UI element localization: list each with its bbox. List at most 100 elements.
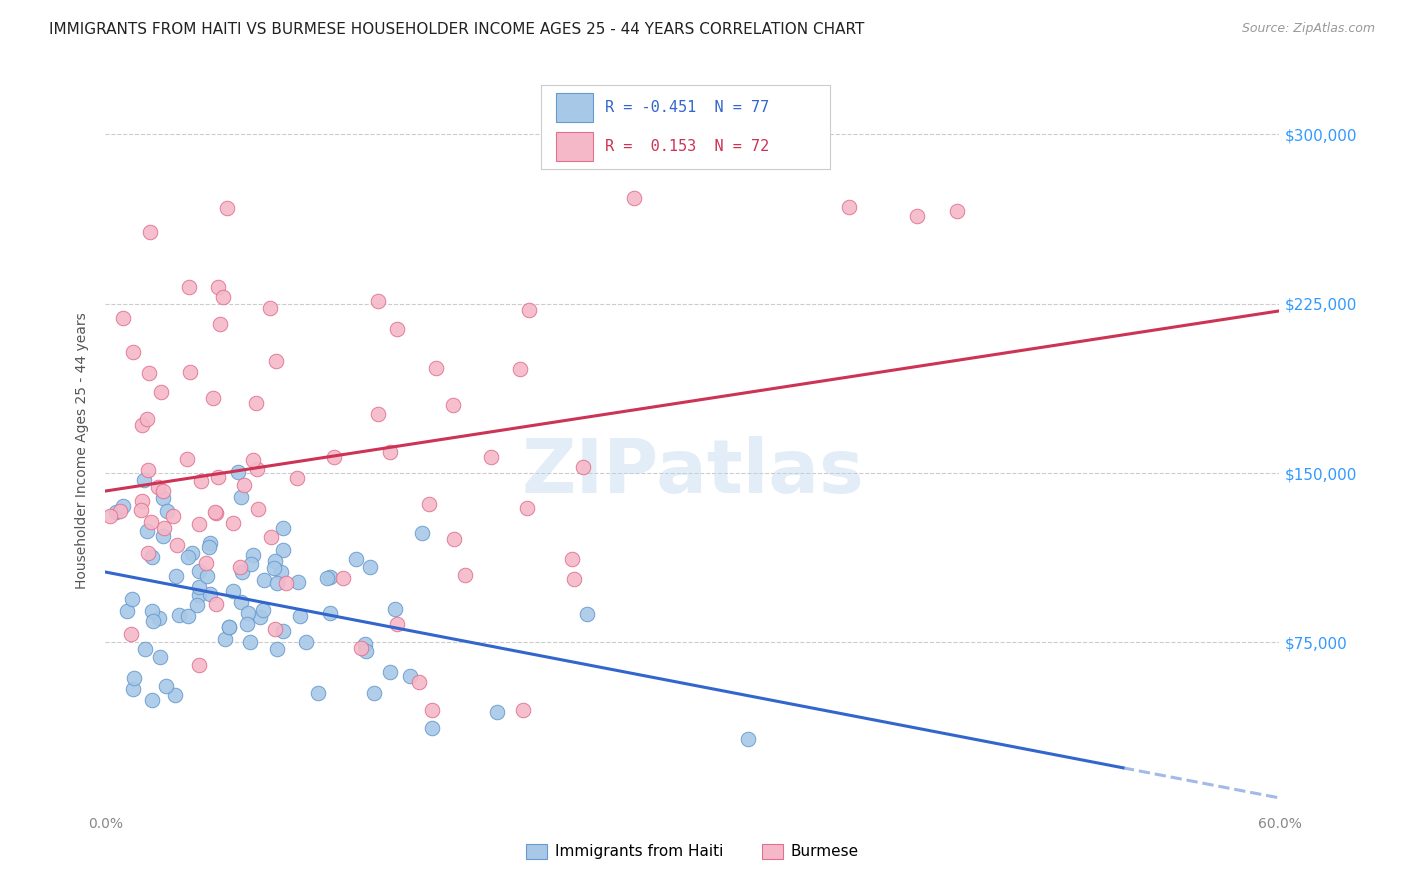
Point: [737, 731, 759, 746]
Point: [195, 556, 218, 570]
Y-axis label: Householder Income Ages 25 - 44 years: Householder Income Ages 25 - 44 years: [76, 312, 90, 589]
Point: [146, 480, 169, 494]
Point: [188, 657, 211, 672]
Point: [129, 503, 152, 517]
Point: [186, 598, 208, 612]
Point: [322, 450, 344, 464]
Point: [318, 607, 340, 621]
Point: [252, 603, 274, 617]
Point: [187, 588, 209, 602]
Point: [350, 641, 373, 656]
Point: [136, 524, 159, 538]
Point: [165, 688, 187, 702]
Point: [443, 532, 465, 546]
Point: [115, 604, 138, 618]
Point: [121, 592, 143, 607]
Point: [411, 526, 433, 541]
Point: [246, 502, 269, 516]
Point: [167, 607, 190, 622]
Point: [385, 616, 408, 631]
Point: [198, 540, 221, 554]
Point: [198, 586, 221, 600]
Point: [132, 473, 155, 487]
Point: [149, 385, 172, 400]
Point: [418, 498, 440, 512]
Point: [263, 561, 285, 575]
Point: [229, 594, 252, 608]
Point: [177, 608, 200, 623]
Point: [120, 627, 142, 641]
Point: [239, 635, 262, 649]
Point: [233, 478, 256, 492]
Point: [98, 508, 121, 523]
Point: [420, 703, 443, 717]
Point: [285, 471, 308, 485]
Point: [177, 549, 200, 564]
Point: [155, 679, 177, 693]
Point: [399, 668, 422, 682]
Point: [242, 548, 264, 562]
Point: [378, 445, 401, 459]
Point: [148, 611, 170, 625]
Point: [131, 417, 153, 432]
Point: [138, 463, 160, 477]
Point: [179, 365, 201, 379]
Point: [204, 505, 226, 519]
Point: [517, 303, 540, 318]
Point: [512, 703, 534, 717]
Point: [259, 301, 281, 315]
Point: [276, 575, 298, 590]
Point: [384, 602, 406, 616]
Point: [425, 361, 447, 376]
Point: [271, 624, 294, 639]
Point: [141, 516, 163, 530]
Point: [295, 635, 318, 649]
Point: [212, 290, 235, 304]
Point: [188, 517, 211, 532]
Point: [141, 549, 163, 564]
Point: [246, 461, 269, 475]
Point: [111, 311, 134, 326]
Point: [319, 570, 342, 584]
Point: [201, 391, 224, 405]
Point: [122, 671, 145, 685]
Bar: [555, 132, 593, 161]
Point: [380, 665, 402, 679]
Point: [307, 686, 329, 700]
Point: [245, 396, 267, 410]
Text: R = -0.451  N = 77: R = -0.451 N = 77: [605, 100, 769, 115]
Point: [271, 521, 294, 535]
Point: [253, 573, 276, 587]
Point: [152, 483, 174, 498]
Point: [264, 354, 287, 368]
Point: [332, 571, 354, 585]
Point: [142, 615, 165, 629]
Point: [176, 452, 198, 467]
Point: [136, 412, 159, 426]
Point: [264, 554, 287, 568]
Point: [443, 398, 465, 412]
Point: [156, 504, 179, 518]
Point: [266, 576, 288, 591]
Point: [179, 280, 201, 294]
Point: [270, 565, 292, 579]
Point: [222, 516, 245, 530]
Point: [509, 362, 531, 376]
Point: [217, 202, 239, 216]
Point: [110, 504, 132, 518]
Text: IMMIGRANTS FROM HAITI VS BURMESE HOUSEHOLDER INCOME AGES 25 - 44 YEARS CORRELATI: IMMIGRANTS FROM HAITI VS BURMESE HOUSEHO…: [49, 22, 865, 37]
Point: [907, 209, 929, 223]
Point: [623, 191, 645, 205]
Point: [420, 722, 443, 736]
Point: [363, 685, 385, 699]
Point: [838, 200, 860, 214]
Point: [149, 649, 172, 664]
Point: [195, 568, 218, 582]
Point: [205, 506, 228, 520]
Point: [122, 344, 145, 359]
Point: [229, 490, 252, 504]
Point: [236, 606, 259, 620]
Point: [516, 500, 538, 515]
Point: [945, 204, 967, 219]
Point: [207, 280, 229, 294]
